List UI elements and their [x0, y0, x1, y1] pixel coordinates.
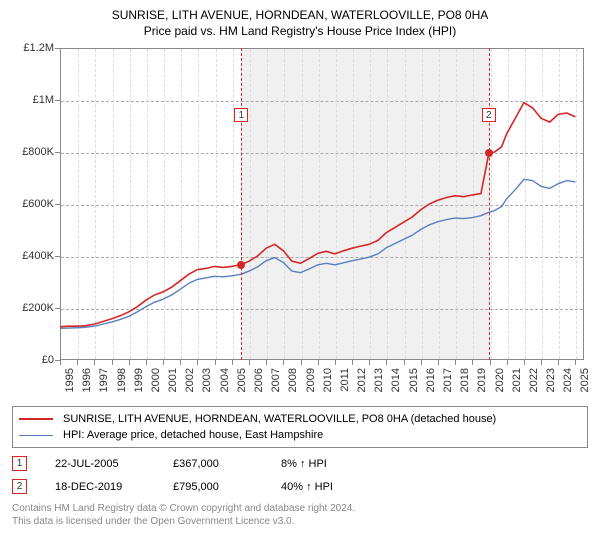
- footnote-line: This data is licensed under the Open Gov…: [12, 515, 588, 528]
- event-line: [489, 48, 490, 360]
- transaction-pct: 40% ↑ HPI: [281, 481, 333, 493]
- chart-container: SUNRISE, LITH AVENUE, HORNDEAN, WATERLOO…: [0, 0, 600, 560]
- transaction-date: 22-JUL-2005: [55, 458, 145, 470]
- event-dot: [485, 149, 493, 157]
- transaction-pct: 8% ↑ HPI: [281, 458, 327, 470]
- chart-title: SUNRISE, LITH AVENUE, HORNDEAN, WATERLOO…: [12, 8, 588, 22]
- arrow-up-icon: ↑: [300, 458, 306, 470]
- legend-row: SUNRISE, LITH AVENUE, HORNDEAN, WATERLOO…: [19, 411, 581, 427]
- transaction-price: £795,000: [173, 481, 253, 493]
- chart-area: £0£200K£400K£600K£800K£1M£1.2M1995199619…: [12, 44, 588, 404]
- series-price_paid: [60, 103, 575, 327]
- event-marker-box: 2: [482, 108, 496, 122]
- event-line: [241, 48, 242, 360]
- chart-subtitle: Price paid vs. HM Land Registry's House …: [12, 24, 588, 38]
- transactions: 1 22-JUL-2005 £367,000 8% ↑ HPI 2 18-DEC…: [12, 456, 588, 494]
- legend-label-hpi: HPI: Average price, detached house, East…: [63, 427, 323, 443]
- transaction-date: 18-DEC-2019: [55, 481, 145, 493]
- legend: SUNRISE, LITH AVENUE, HORNDEAN, WATERLOO…: [12, 406, 588, 448]
- transaction-row: 1 22-JUL-2005 £367,000 8% ↑ HPI: [12, 456, 588, 471]
- event-marker-box: 1: [234, 108, 248, 122]
- legend-swatch-hpi: [19, 435, 53, 436]
- line-series-svg: [12, 44, 588, 404]
- legend-swatch-price: [19, 418, 53, 420]
- transaction-row: 2 18-DEC-2019 £795,000 40% ↑ HPI: [12, 479, 588, 494]
- transaction-badge: 1: [12, 456, 27, 471]
- legend-label-price: SUNRISE, LITH AVENUE, HORNDEAN, WATERLOO…: [63, 411, 496, 427]
- footnote-line: Contains HM Land Registry data © Crown c…: [12, 502, 588, 515]
- arrow-up-icon: ↑: [306, 481, 312, 493]
- transaction-badge: 2: [12, 479, 27, 494]
- footnote: Contains HM Land Registry data © Crown c…: [12, 502, 588, 528]
- event-dot: [237, 261, 245, 269]
- legend-row: HPI: Average price, detached house, East…: [19, 427, 581, 443]
- transaction-price: £367,000: [173, 458, 253, 470]
